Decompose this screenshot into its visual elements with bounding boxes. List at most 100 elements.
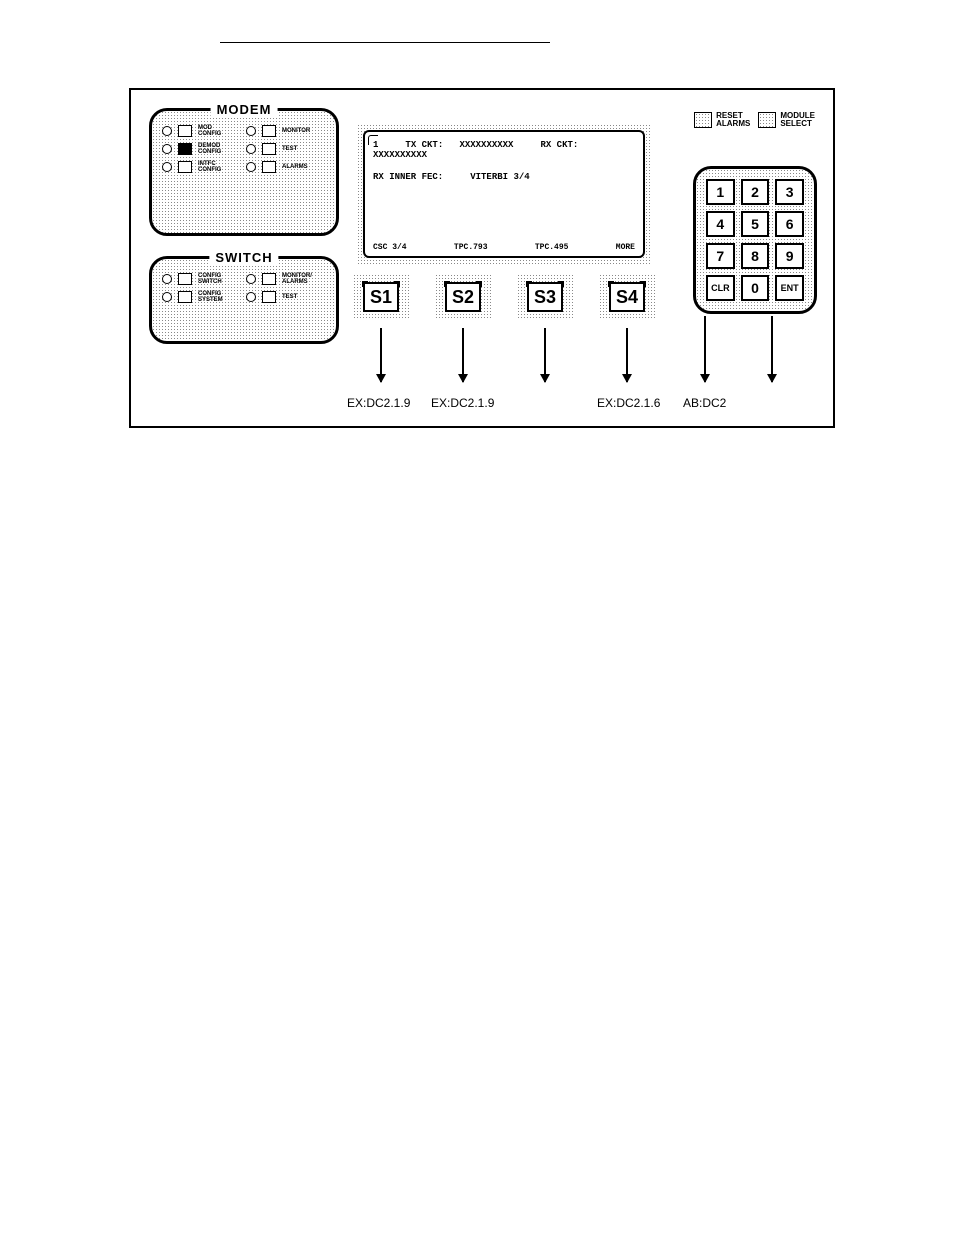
- led: [162, 292, 172, 302]
- softkey-s4-label: S4: [616, 287, 638, 308]
- module-select-label: MODULE SELECT: [780, 112, 815, 128]
- module-select-button[interactable]: MODULE SELECT: [758, 112, 815, 128]
- config-switch-label: CONFIG SWITCH: [198, 273, 242, 285]
- key-0[interactable]: 0: [741, 275, 770, 301]
- switch-test-button[interactable]: [262, 291, 276, 303]
- intfc-config-button[interactable]: [178, 161, 192, 173]
- test-label: TEST: [282, 146, 326, 152]
- softkey-s4[interactable]: S4: [599, 274, 655, 320]
- lcd-menu-2: TPC.793: [454, 243, 488, 252]
- mod-config-button[interactable]: [178, 125, 192, 137]
- led: [162, 126, 172, 136]
- device-frame: MODEM MOD CONFIG MONITOR DEMOD CONFIG TE…: [129, 88, 835, 428]
- lcd-menu-1: CSC 3/4: [373, 243, 407, 252]
- key-3[interactable]: 3: [775, 179, 804, 205]
- key-ent-label: ENT: [781, 283, 799, 293]
- key-6[interactable]: 6: [775, 211, 804, 237]
- lcd-tx-val: XXXXXXXXXX: [459, 140, 513, 150]
- key-clr[interactable]: CLR: [706, 275, 735, 301]
- lcd-rx-label: RX CKT:: [540, 140, 578, 150]
- modem-title: MODEM: [211, 102, 278, 117]
- softkey-s3-label: S3: [534, 287, 556, 308]
- lcd-softmenu: CSC 3/4 TPC.793 TPC.495 MORE: [373, 243, 635, 252]
- softkey-row: S1 S2 S3 S4: [353, 274, 655, 320]
- lcd-line-1: 1 TX CKT: XXXXXXXXXX RX CKT: XXXXXXXXXX: [373, 140, 635, 160]
- key-7-label: 7: [716, 248, 724, 264]
- demod-config-button[interactable]: [178, 143, 192, 155]
- alarms-label: ALARMS: [282, 164, 326, 170]
- led: [162, 162, 172, 172]
- key-6-label: 6: [786, 216, 794, 232]
- lcd-line2-val: VITERBI 3/4: [470, 172, 529, 182]
- led: [246, 274, 256, 284]
- led: [162, 274, 172, 284]
- switch-title: SWITCH: [209, 250, 278, 265]
- monitor-button[interactable]: [262, 125, 276, 137]
- key-8[interactable]: 8: [741, 243, 770, 269]
- demod-config-label: DEMOD CONFIG: [198, 143, 242, 155]
- module-select-icon: [758, 112, 776, 128]
- key-9[interactable]: 9: [775, 243, 804, 269]
- mod-config-label: MOD CONFIG: [198, 125, 242, 137]
- softkey-s1-label: S1: [370, 287, 392, 308]
- callout-s4: EX:DC2.1.6: [597, 396, 660, 410]
- key-0-label: 0: [751, 280, 759, 296]
- monitor-alarms-button[interactable]: [262, 273, 276, 285]
- modem-grid: MOD CONFIG MONITOR DEMOD CONFIG TEST INT…: [152, 111, 336, 183]
- key-1-label: 1: [716, 184, 724, 200]
- reset-alarms-button[interactable]: RESET ALARMS: [694, 112, 750, 128]
- softkey-s1[interactable]: S1: [353, 274, 409, 320]
- config-switch-button[interactable]: [178, 273, 192, 285]
- arrow-s4: [626, 328, 628, 382]
- numeric-keypad: 1 2 3 4 5 6 7 8 9 CLR 0 ENT: [693, 166, 817, 314]
- arrow-s3: [544, 328, 546, 382]
- test-button[interactable]: [262, 143, 276, 155]
- monitor-alarms-label: MONITOR/ ALARMS: [282, 273, 326, 285]
- led: [246, 162, 256, 172]
- config-system-button[interactable]: [178, 291, 192, 303]
- callout-s2: EX:DC2.1.9: [431, 396, 494, 410]
- alarms-button[interactable]: [262, 161, 276, 173]
- header-rule: [220, 42, 550, 43]
- monitor-label: MONITOR: [282, 128, 326, 134]
- key-9-label: 9: [786, 248, 794, 264]
- callout-s1: EX:DC2.1.9: [347, 396, 410, 410]
- key-3-label: 3: [786, 184, 794, 200]
- lcd-tx-label: TX CKT:: [405, 140, 443, 150]
- key-7[interactable]: 7: [706, 243, 735, 269]
- key-5[interactable]: 5: [741, 211, 770, 237]
- callout-keypad: AB:DC2: [683, 396, 726, 410]
- lcd-bezel: 1 TX CKT: XXXXXXXXXX RX CKT: XXXXXXXXXX …: [357, 124, 651, 264]
- softkey-s2[interactable]: S2: [435, 274, 491, 320]
- modem-panel: MODEM MOD CONFIG MONITOR DEMOD CONFIG TE…: [149, 108, 339, 236]
- led: [162, 144, 172, 154]
- reset-alarms-label: RESET ALARMS: [716, 112, 750, 128]
- lcd-screen: 1 TX CKT: XXXXXXXXXX RX CKT: XXXXXXXXXX …: [363, 130, 645, 258]
- key-4-label: 4: [716, 216, 724, 232]
- arrow-s1: [380, 328, 382, 382]
- key-5-label: 5: [751, 216, 759, 232]
- led: [246, 144, 256, 154]
- switch-panel: SWITCH CONFIG SWITCH MONITOR/ ALARMS CON…: [149, 256, 339, 344]
- led: [246, 292, 256, 302]
- switch-grid: CONFIG SWITCH MONITOR/ ALARMS CONFIG SYS…: [152, 259, 336, 313]
- lcd-addr: 1: [373, 140, 378, 150]
- lcd-line2-label: RX INNER FEC:: [373, 172, 443, 182]
- lcd-line-2: RX INNER FEC: VITERBI 3/4: [373, 172, 530, 182]
- topright-buttons: RESET ALARMS MODULE SELECT: [694, 112, 815, 128]
- key-2-label: 2: [751, 184, 759, 200]
- key-ent[interactable]: ENT: [775, 275, 804, 301]
- key-4[interactable]: 4: [706, 211, 735, 237]
- lcd-menu-3: TPC.495: [535, 243, 569, 252]
- intfc-config-label: INTFC CONFIG: [198, 161, 242, 173]
- key-2[interactable]: 2: [741, 179, 770, 205]
- arrow-s2: [462, 328, 464, 382]
- softkey-s3[interactable]: S3: [517, 274, 573, 320]
- key-clr-label: CLR: [711, 283, 730, 293]
- config-system-label: CONFIG SYSTEM: [198, 291, 242, 303]
- key-8-label: 8: [751, 248, 759, 264]
- lcd-rx-val: XXXXXXXXXX: [373, 150, 427, 160]
- lcd-menu-4: MORE: [616, 243, 635, 252]
- arrow-kp-ent: [771, 316, 773, 382]
- key-1[interactable]: 1: [706, 179, 735, 205]
